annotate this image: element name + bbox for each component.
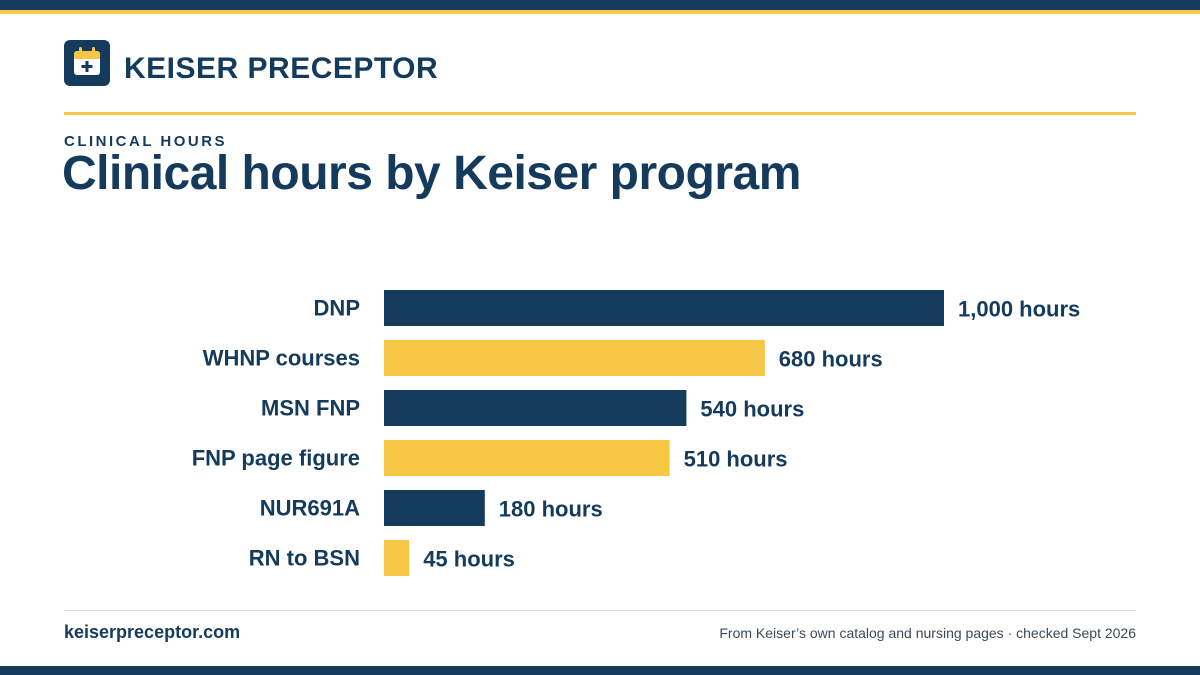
top-gold-stripe xyxy=(0,10,1200,14)
value-label: 180 hours xyxy=(499,497,603,522)
page-title: Clinical hours by Keiser program xyxy=(62,147,801,200)
source-note: From Keiser’s own catalog and nursing pa… xyxy=(719,625,1136,641)
category-label: RN to BSN xyxy=(249,546,360,571)
value-label: 45 hours xyxy=(423,547,515,572)
value-label: 1,000 hours xyxy=(958,297,1080,322)
category-label: MSN FNP xyxy=(261,396,360,421)
bar xyxy=(384,490,485,526)
category-label: NUR691A xyxy=(260,496,360,521)
bar-chart: DNP 1,000 hours WHNP courses 680 hours MSN F… xyxy=(192,290,1080,576)
bar xyxy=(384,340,765,376)
brand-name: KEISER PRECEPTOR xyxy=(124,52,439,85)
top-accent-bar xyxy=(0,0,1200,10)
category-label: DNP xyxy=(314,296,360,321)
calendar-plus-icon xyxy=(64,40,110,86)
category-label: FNP page figure xyxy=(192,446,360,471)
site-url[interactable]: keiserpreceptor.com xyxy=(64,622,241,642)
bottom-accent-bar xyxy=(0,666,1200,675)
value-label: 680 hours xyxy=(779,347,883,372)
bar xyxy=(384,290,944,326)
footer-divider xyxy=(64,610,1136,611)
section-eyebrow: CLINICAL HOURS xyxy=(64,133,228,150)
value-label: 540 hours xyxy=(700,397,804,422)
header-divider xyxy=(64,112,1136,115)
category-label: WHNP courses xyxy=(203,346,360,371)
value-label: 510 hours xyxy=(684,447,788,472)
bar xyxy=(384,540,410,576)
bar xyxy=(384,390,687,426)
bar xyxy=(384,440,670,476)
